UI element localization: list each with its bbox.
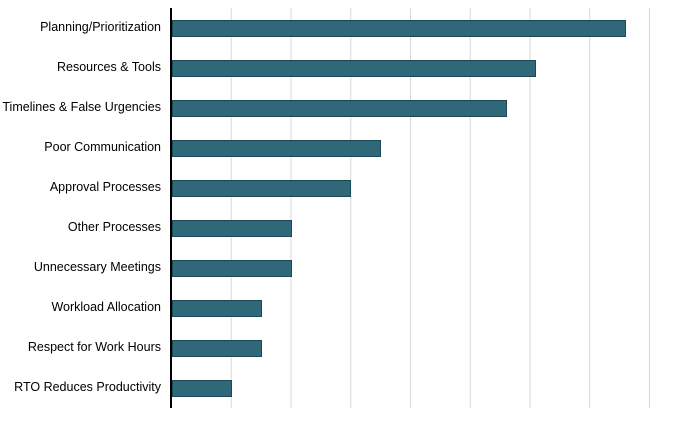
bar-row (172, 48, 650, 88)
bar (172, 299, 262, 317)
category-label: Planning/Prioritization (40, 20, 161, 35)
category-label: Unnecessary Meetings (33, 260, 161, 275)
bar-row (172, 88, 650, 128)
bar-row (172, 208, 650, 248)
bar-row (172, 128, 650, 168)
bar (172, 19, 627, 37)
bar-row (172, 328, 650, 368)
category-label: Other Processes (67, 220, 161, 235)
bar (172, 379, 232, 397)
category-label: Workload Allocation (51, 300, 161, 315)
bar (172, 139, 382, 157)
bar (172, 179, 352, 197)
bar-row (172, 288, 650, 328)
category-label: Approval Processes (49, 180, 161, 195)
bar (172, 259, 292, 277)
bar-row (172, 168, 650, 208)
bar-row (172, 368, 650, 408)
bar-row (172, 248, 650, 288)
bar (172, 339, 262, 357)
category-label: Poor Communication (44, 140, 161, 155)
bar (172, 99, 507, 117)
category-label: RTO Reduces Productivity (14, 380, 161, 395)
bar-row (172, 8, 650, 48)
category-label: Resources & Tools (57, 60, 161, 75)
category-labels-column: Planning/Prioritization Resources & Tools… (0, 8, 170, 408)
category-label: Respect for Work Hours (27, 340, 161, 355)
bar (172, 219, 292, 237)
bar (172, 59, 537, 77)
plot-area (170, 8, 650, 408)
category-label: Timelines & False Urgencies (2, 100, 161, 115)
